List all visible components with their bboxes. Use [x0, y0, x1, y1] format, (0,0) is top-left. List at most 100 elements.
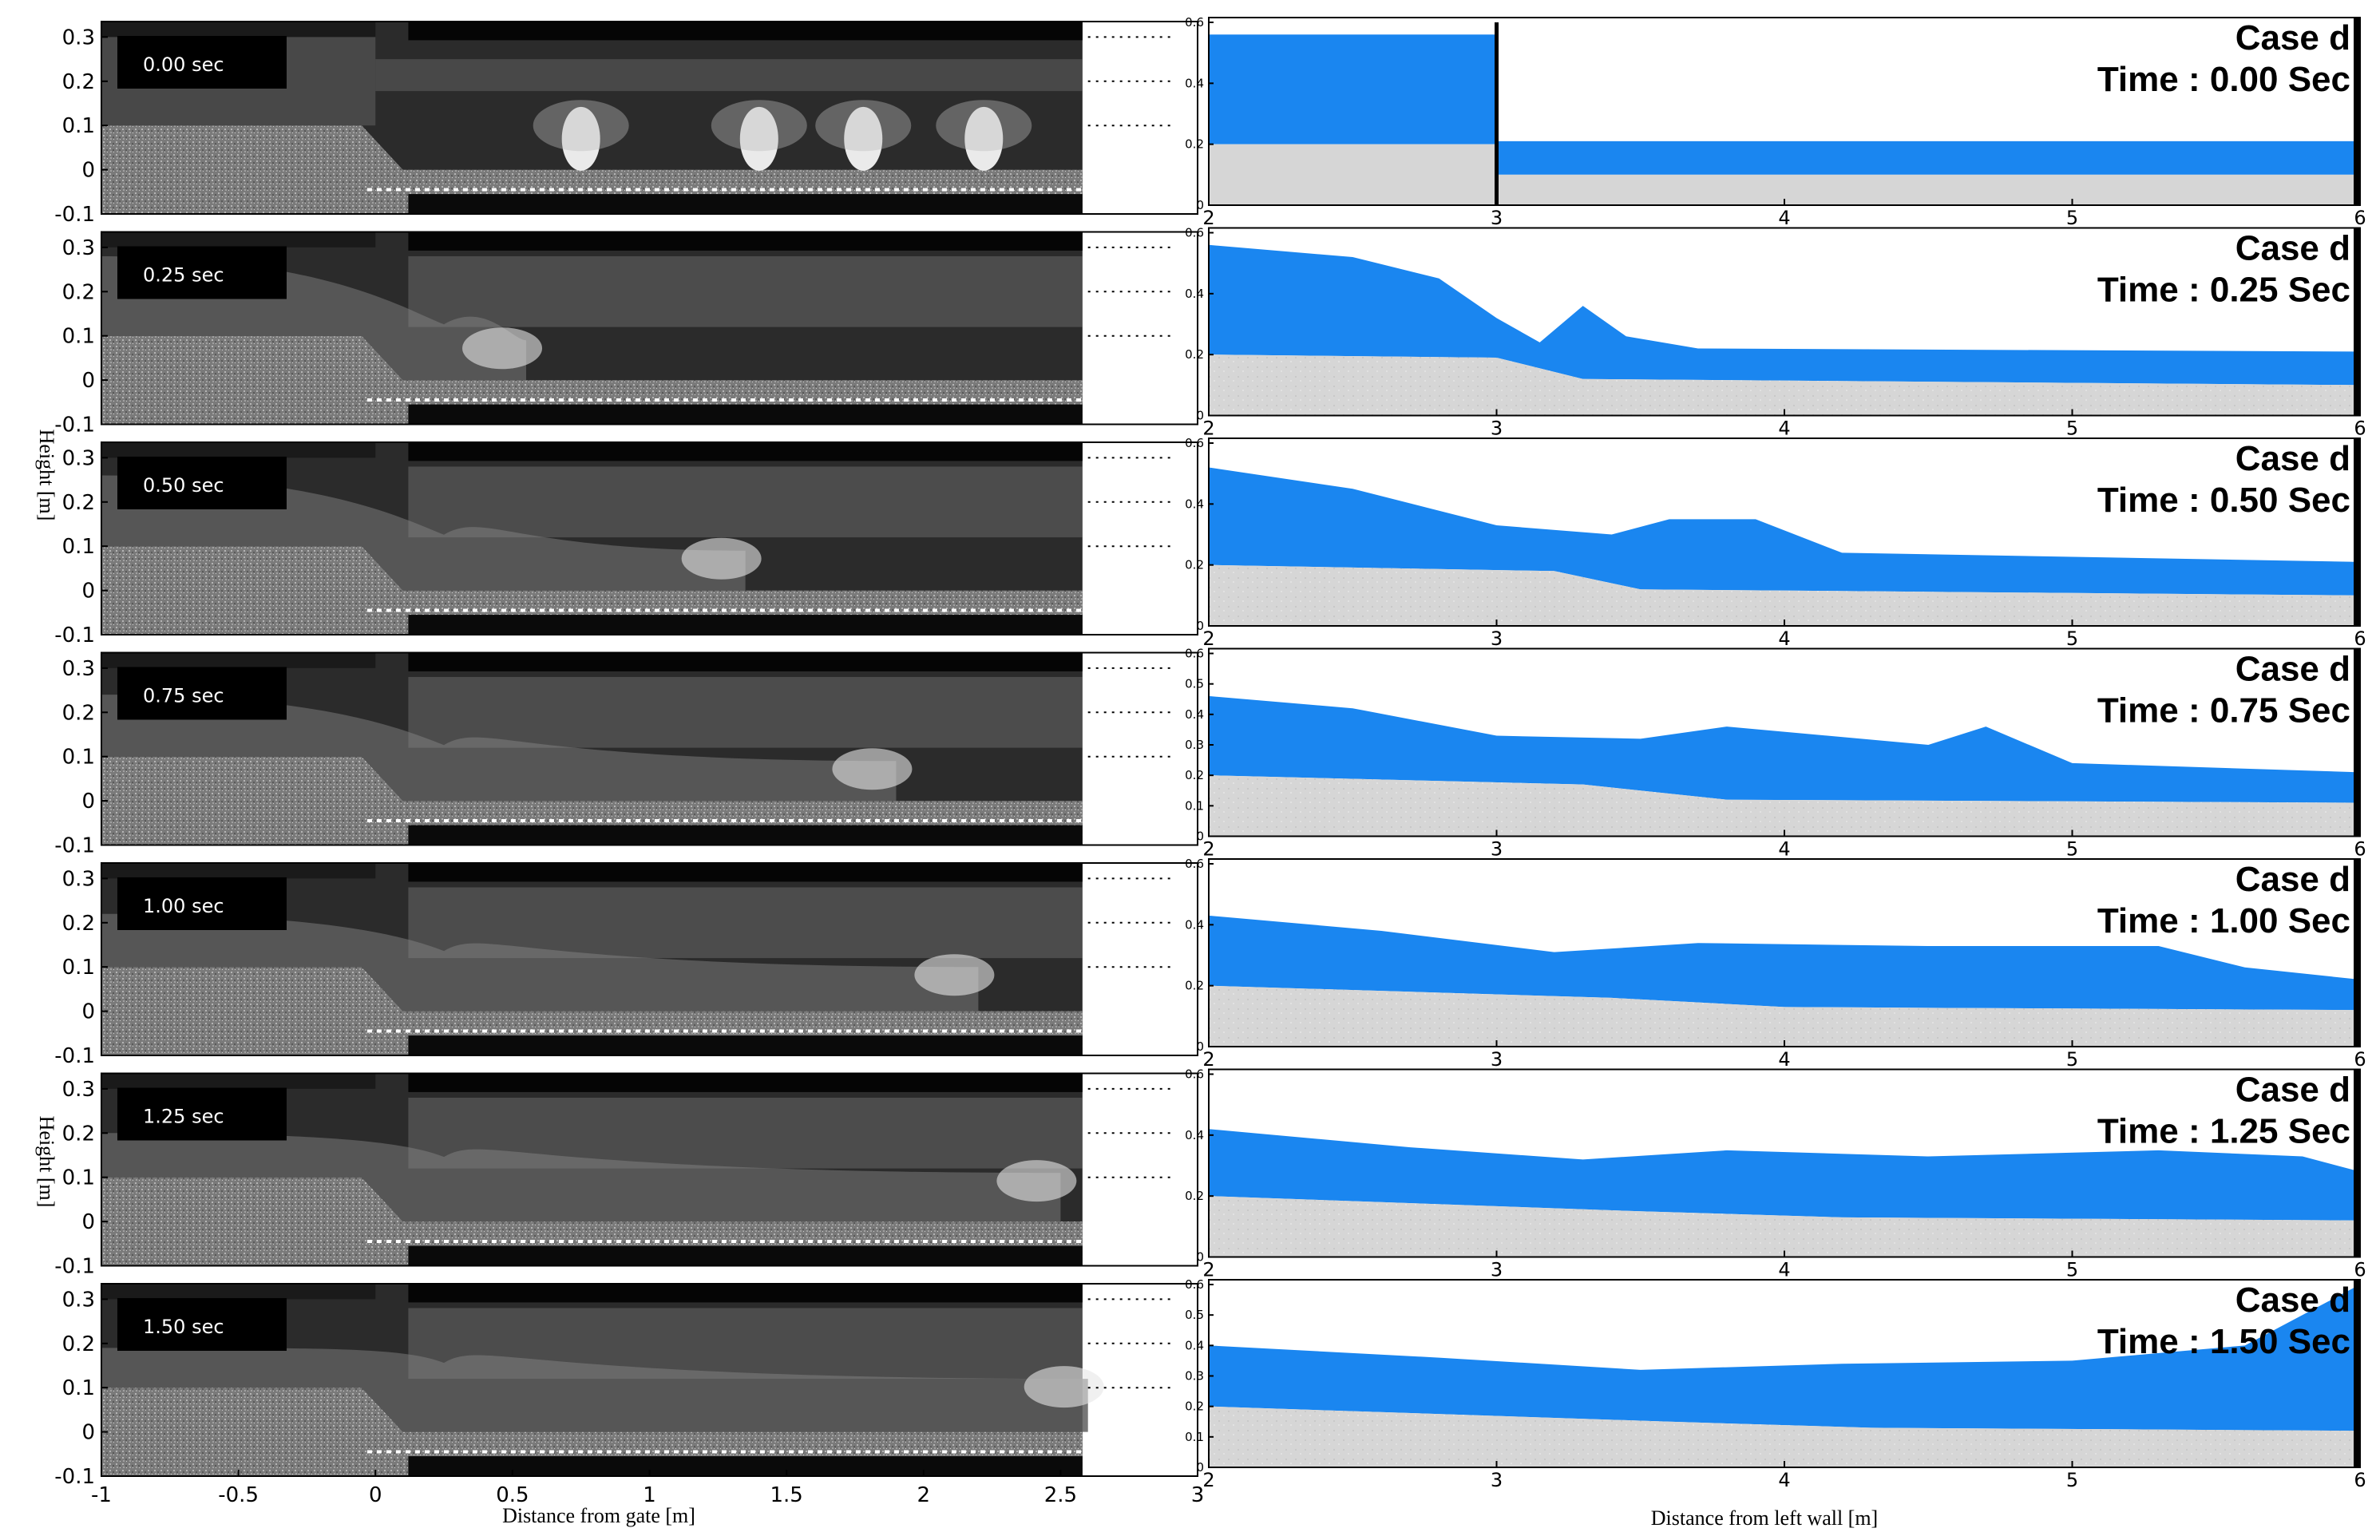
sediment-layer — [1209, 1406, 2360, 1467]
sim-x-tick-label: 2 — [1202, 1469, 1214, 1491]
left-y-axis-label-upper: Height [m] — [35, 430, 58, 521]
sim-x-tick-label: 4 — [1778, 418, 1790, 440]
y-tick-label: 0.2 — [62, 280, 95, 304]
y-tick-label: 0 — [81, 369, 95, 393]
time-label: 0.75 sec — [143, 685, 224, 707]
x-tick-label: 2.5 — [1044, 1483, 1077, 1507]
sim-x-tick-label: 2 — [1202, 627, 1214, 650]
y-tick-label: 0.3 — [62, 1078, 95, 1102]
y-tick-label: 0.2 — [62, 912, 95, 936]
sim-y-tick-label: 0 — [1196, 829, 1204, 844]
sediment-layer — [1209, 564, 2360, 626]
sim-y-tick-label: 0.4 — [1185, 497, 1204, 511]
y-tick-label: 0.3 — [62, 867, 95, 891]
y-tick-label: 0.1 — [62, 114, 95, 138]
water-body — [1209, 467, 2360, 596]
sediment-layer — [1209, 1196, 2360, 1257]
sim-x-tick-label: 5 — [2066, 1048, 2078, 1071]
sim-y-tick-label: 0.3 — [1185, 738, 1204, 752]
y-tick-label: 0.1 — [62, 1376, 95, 1400]
sim-y-tick-label: 0 — [1196, 409, 1204, 423]
sim-x-tick-label: 3 — [1491, 1259, 1503, 1281]
sim-x-tick-label: 5 — [2066, 838, 2078, 861]
time-label: 1.50 sec — [143, 1316, 224, 1338]
y-tick-label: 0.3 — [62, 236, 95, 260]
sim-y-tick-label: 0.2 — [1185, 1399, 1204, 1414]
sim-x-tick-label: 2 — [1202, 418, 1214, 440]
y-tick-label: 0.2 — [62, 70, 95, 94]
case-label: Case d — [2235, 18, 2350, 57]
sim-x-tick-label: 6 — [2354, 1469, 2366, 1491]
sim-y-tick-label: 0.4 — [1185, 1128, 1204, 1142]
case-label: Case d — [2235, 860, 2350, 899]
y-tick-label: 0.3 — [62, 1288, 95, 1312]
sim-y-tick-label: 0.4 — [1185, 1338, 1204, 1352]
y-tick-label: 0.3 — [62, 657, 95, 681]
downstream-water — [1496, 141, 2360, 175]
sim-y-tick-label: 0.5 — [1185, 1308, 1204, 1322]
water-body — [1209, 695, 2360, 803]
y-tick-label: 0 — [81, 1210, 95, 1234]
x-tick-label: 1 — [643, 1483, 656, 1507]
y-tick-label: -0.1 — [54, 834, 95, 858]
y-tick-label: 0 — [81, 580, 95, 604]
left-y-axis-label-lower: Height [m] — [35, 1116, 58, 1208]
sim-x-tick-label: 4 — [1778, 627, 1790, 650]
x-tick-label: 2 — [917, 1483, 930, 1507]
time-label: 0.00 sec — [143, 53, 224, 76]
time-label: 0.50 sec — [143, 474, 224, 497]
time-label: 1.25 sec — [143, 1106, 224, 1128]
sim-y-tick-label: 0.2 — [1185, 979, 1204, 993]
sim-x-tick-label: 2 — [1202, 1048, 1214, 1071]
sim-x-tick-label: 6 — [2354, 1048, 2366, 1071]
experiment-frame: 0.75 sec 0.3 0.2 0.1 0 -0.1 — [54, 651, 1198, 858]
y-tick-label: -0.1 — [54, 624, 95, 647]
sim-x-tick-label: 6 — [2354, 627, 2366, 650]
x-tick-label: -1 — [91, 1483, 112, 1507]
sim-x-tick-label: 4 — [1778, 207, 1790, 229]
experiment-frame: 0.50 sec 0.3 0.2 0.1 0 -0.1 — [54, 441, 1198, 647]
sim-y-tick-label: 0 — [1196, 1039, 1204, 1054]
case-label: Case d — [2235, 650, 2350, 689]
y-tick-label: 0 — [81, 1000, 95, 1024]
y-tick-label: 0.3 — [62, 446, 95, 470]
sim-x-tick-label: 4 — [1778, 838, 1790, 861]
sim-x-tick-label: 2 — [1202, 1259, 1214, 1281]
sim-x-tick-label: 2 — [1202, 207, 1214, 229]
time-label: Time : 0.50 Sec — [2097, 481, 2350, 520]
case-label: Case d — [2235, 1071, 2350, 1110]
sim-y-tick-label: 0 — [1196, 619, 1204, 633]
sim-x-tick-label: 3 — [1491, 838, 1503, 861]
y-tick-label: -0.1 — [54, 1465, 95, 1489]
x-tick-label: 0 — [369, 1483, 382, 1507]
sim-y-tick-label: 0 — [1196, 198, 1204, 212]
time-label: Time : 1.00 Sec — [2097, 901, 2350, 940]
y-tick-label: 0 — [81, 159, 95, 183]
sim-y-tick-label: 0 — [1196, 1460, 1204, 1475]
y-tick-label: -0.1 — [54, 203, 95, 227]
sim-y-tick-label: 0.1 — [1185, 798, 1204, 813]
sim-x-tick-label: 6 — [2354, 838, 2366, 861]
sim-y-tick-label: 0.4 — [1185, 76, 1204, 90]
sim-y-tick-label: 0.6 — [1185, 857, 1204, 871]
sim-y-tick-label: 0.6 — [1185, 436, 1204, 450]
y-tick-label: 0.1 — [62, 746, 95, 770]
sediment-layer — [1209, 144, 1497, 205]
x-tick-label: 1.5 — [770, 1483, 802, 1507]
sediment-layer — [1496, 174, 2360, 205]
y-tick-label: 0 — [81, 1421, 95, 1445]
y-tick-label: 0.2 — [62, 1122, 95, 1146]
experiment-frame: 0.25 sec 0.3 0.2 0.1 0 -0.1 — [54, 231, 1198, 437]
sim-x-tick-label: 3 — [1491, 1469, 1503, 1491]
time-label: Time : 0.00 Sec — [2097, 60, 2350, 99]
experiment-frame: 1.50 sec 0.3 0.2 0.1 0 -0.1 — [54, 1283, 1198, 1489]
sim-y-tick-label: 0.4 — [1185, 287, 1204, 301]
sim-y-tick-label: 0.6 — [1185, 15, 1204, 30]
sim-x-tick-label: 2 — [1202, 838, 1214, 861]
time-label: Time : 1.50 Sec — [2097, 1322, 2350, 1361]
